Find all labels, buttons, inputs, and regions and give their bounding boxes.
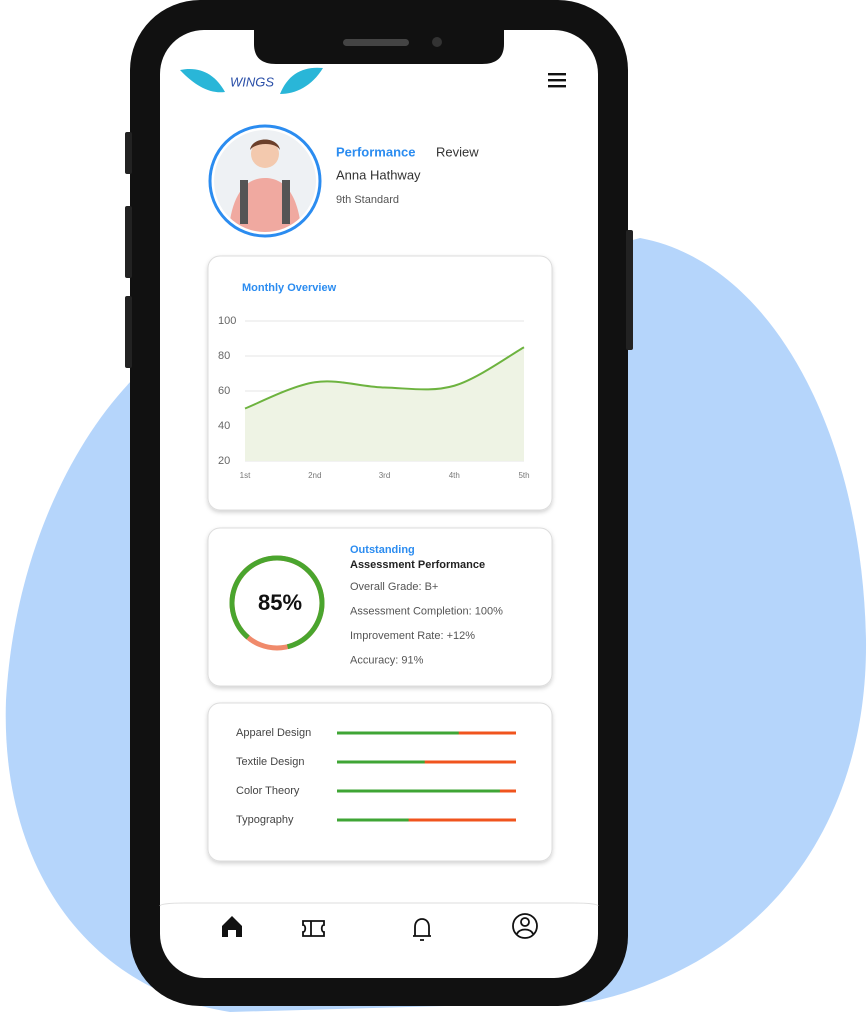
y-tick-label: 40 bbox=[218, 420, 230, 432]
performance-title: Assessment Performance bbox=[350, 559, 485, 571]
nav-ticket[interactable] bbox=[302, 920, 325, 937]
menu-bar[interactable] bbox=[548, 73, 566, 76]
nav-bar bbox=[159, 902, 599, 907]
profile-grade: 9th Standard bbox=[336, 194, 399, 206]
logo: WINGS bbox=[230, 74, 274, 89]
nav-profile-ring[interactable] bbox=[512, 913, 538, 939]
y-tick-label: 100 bbox=[218, 315, 236, 327]
gauge-label: 85% bbox=[258, 590, 302, 615]
nav-home[interactable] bbox=[222, 916, 242, 937]
skill-name: Apparel Design bbox=[236, 727, 311, 739]
menu-bar[interactable] bbox=[548, 79, 566, 82]
line-chart: 100 80 60 40 20 1st 2nd 3rd 4th 5th bbox=[218, 315, 530, 480]
chart-title: Monthly Overview bbox=[242, 282, 337, 294]
y-tick-label: 60 bbox=[218, 385, 230, 397]
performance: 85% Outstanding Assessment Performance Over… bbox=[229, 544, 503, 666]
skills: Apparel Design Textile Design Color Theory… bbox=[236, 727, 516, 826]
nav-profile-head[interactable] bbox=[520, 917, 530, 927]
x-tick-label: 1st bbox=[240, 471, 251, 480]
menu-button[interactable] bbox=[548, 73, 566, 88]
x-tick-label: 2nd bbox=[308, 471, 321, 480]
x-tick-label: 5th bbox=[518, 471, 529, 480]
performance-detail: Accuracy: 91% bbox=[350, 654, 424, 666]
line bbox=[244, 346, 525, 410]
y-tick-label: 20 bbox=[218, 455, 230, 467]
nav-profile-body[interactable] bbox=[516, 928, 534, 935]
avatar bbox=[214, 130, 316, 232]
logo-wing bbox=[280, 67, 323, 94]
area bbox=[245, 347, 524, 461]
logo-wing bbox=[180, 68, 225, 93]
menu-bar[interactable] bbox=[548, 85, 566, 88]
speaker bbox=[343, 39, 409, 46]
skill-name: Color Theory bbox=[236, 785, 300, 797]
performance-detail: Improvement Rate: +12% bbox=[350, 630, 475, 642]
nav-profile[interactable] bbox=[512, 913, 538, 939]
side-button bbox=[125, 206, 132, 278]
side-button bbox=[125, 132, 132, 174]
notch bbox=[254, 30, 504, 64]
performance-status: Outstanding bbox=[350, 544, 415, 556]
camera bbox=[432, 37, 442, 47]
performance-detail: Assessment Completion: 100% bbox=[350, 605, 503, 617]
x-tick-label: 4th bbox=[449, 471, 460, 480]
performance-detail: Overall Grade: B+ bbox=[350, 581, 438, 593]
side-button bbox=[125, 296, 132, 368]
profile-name: Anna Hathway bbox=[336, 167, 421, 182]
gauge-value bbox=[229, 555, 325, 651]
profile-title-highlight: Performance bbox=[336, 144, 415, 159]
profile-title-rest: Review bbox=[436, 144, 479, 159]
skill-name: Textile Design bbox=[236, 756, 304, 768]
side-button bbox=[626, 230, 633, 350]
x-tick-label: 3rd bbox=[379, 471, 391, 480]
y-tick-label: 80 bbox=[218, 350, 230, 362]
nav-bell[interactable] bbox=[413, 918, 431, 941]
skill-name: Typography bbox=[236, 814, 294, 826]
